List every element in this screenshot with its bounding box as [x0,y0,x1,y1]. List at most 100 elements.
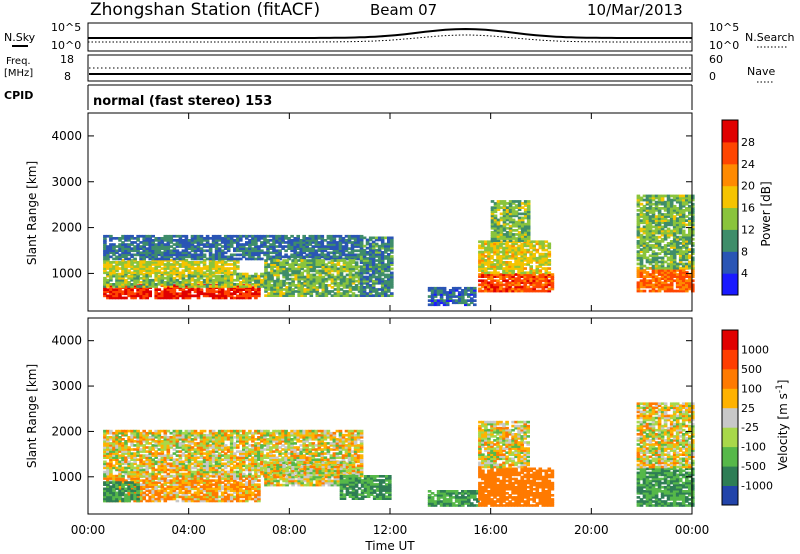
data-cell [124,249,128,253]
data-cell [273,290,277,293]
data-cell [202,267,207,270]
data-cell [478,289,482,293]
data-cell [278,239,282,242]
data-cell [136,446,140,449]
data-cell [342,267,347,271]
data-cell [359,248,364,252]
data-cell [115,257,119,261]
data-cell [651,225,656,229]
data-cell [109,296,113,300]
data-cell [672,223,677,227]
data-cell [115,288,119,291]
data-cell [333,259,338,262]
data-cell [130,438,134,441]
data-cell [681,264,686,268]
data-cell [145,271,149,275]
data-cell [478,275,482,278]
data-cell [454,299,459,302]
data-cell [254,257,258,261]
data-cell [112,448,116,451]
data-cell [499,229,504,232]
data-cell [142,483,146,486]
data-cell [648,285,653,289]
data-cell [130,493,134,497]
data-cell [106,296,110,300]
data-cell [374,267,379,271]
data-cell [226,481,231,484]
data-cell [257,281,261,284]
data-cell [133,259,137,262]
data-cell [106,442,110,445]
data-cell [478,273,482,276]
data-cell [124,296,128,300]
data-cell [178,283,183,286]
data-cell [672,275,677,278]
data-cell [236,497,240,501]
data-cell [190,481,195,484]
data-cell [293,237,297,240]
data-cell [305,255,309,259]
data-cell [344,249,349,253]
data-cell [544,259,549,262]
data-cell [223,495,228,499]
data-cell [642,213,647,216]
data-cell [257,285,261,288]
data-cell [257,493,261,497]
data-cell [657,209,662,212]
data-cell [115,468,119,472]
data-cell [214,269,219,272]
data-cell [178,485,183,488]
data-cell [142,290,146,294]
data-cell [335,245,340,248]
data-cell [217,265,222,268]
data-cell [118,294,122,298]
data-cell [133,276,137,280]
data-cell [142,263,146,266]
data-cell [281,234,285,238]
data-cell [112,253,116,257]
data-cell [342,269,347,273]
data-cell [130,249,134,253]
data-cell [121,278,125,282]
data-cell [377,236,382,240]
data-cell [236,261,240,264]
data-cell [302,257,306,261]
data-cell [184,294,189,298]
data-cell [157,493,162,497]
data-cell [502,252,506,256]
data-cell [133,253,137,257]
data-cell [688,227,692,231]
data-cell [148,247,152,250]
data-cell [520,263,524,266]
data-cell [648,211,653,214]
data-cell [254,285,258,288]
data-cell [380,292,385,295]
data-cell [342,261,347,264]
data-cell [312,290,317,293]
data-cell [239,499,243,503]
data-cell [112,261,116,264]
data-cell [390,267,394,271]
data-cell [154,493,158,497]
data-cell [293,241,297,244]
data-cell [390,284,394,287]
data-cell [496,273,500,276]
data-cell [196,237,201,240]
data-cell [124,450,128,453]
data-cell [514,233,519,236]
data-cell [223,491,228,495]
data-cell [181,239,186,242]
noise-right-tick-bottom: 10^0 [709,39,739,52]
data-cell [103,285,107,288]
data-cell [387,242,391,246]
data-cell [199,271,204,275]
data-cell [242,249,246,253]
data-cell [124,448,128,451]
data-cell [187,290,192,294]
data-cell [112,479,116,482]
data-cell [109,489,113,493]
data-cell [339,279,344,283]
data-cell [678,258,683,262]
data-cell [654,242,659,245]
